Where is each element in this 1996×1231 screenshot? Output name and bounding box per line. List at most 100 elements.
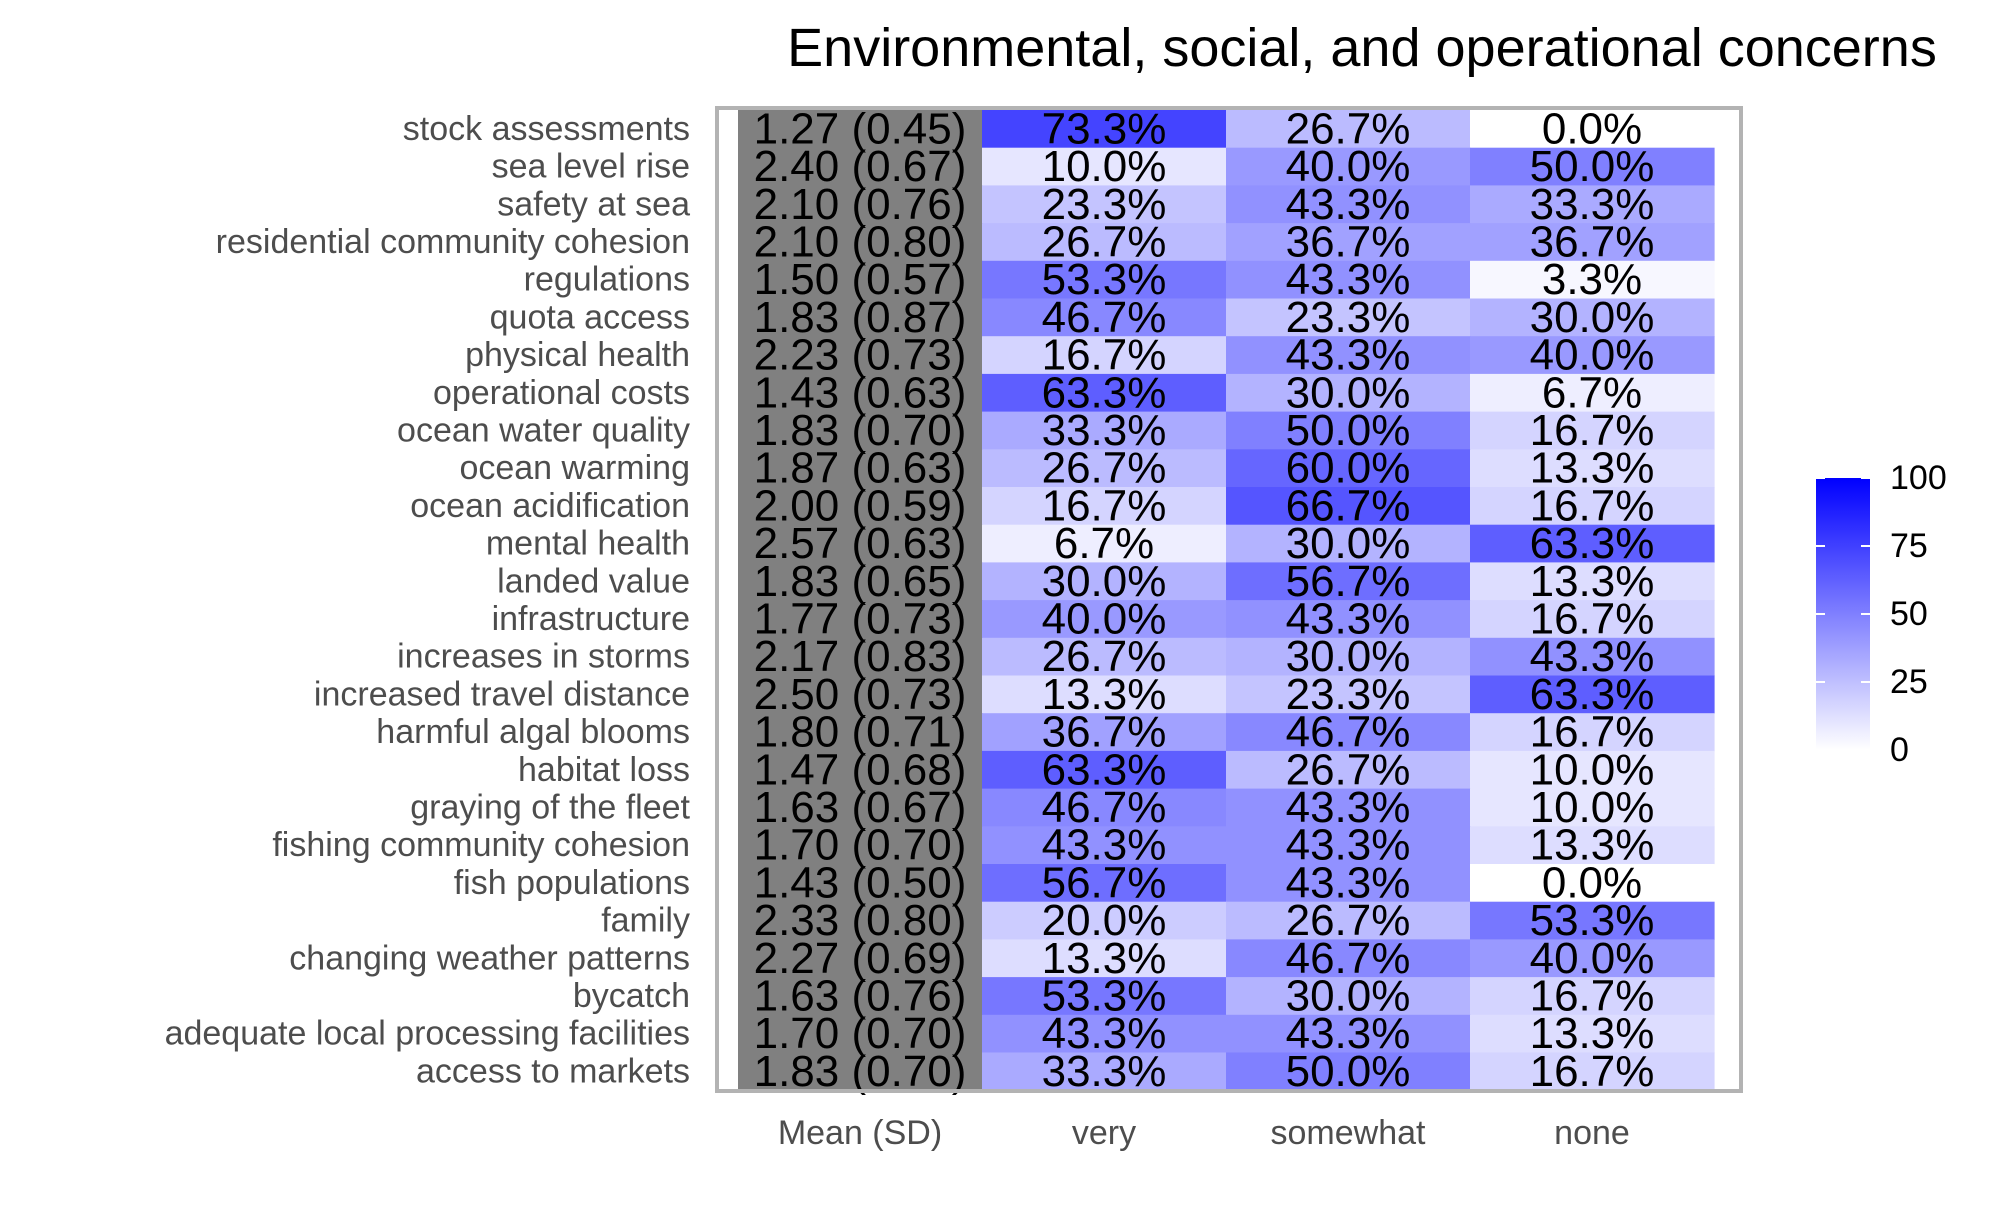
- cell-somewhat-ocean-acidification: [1226, 487, 1471, 526]
- cell-label-mean-fish-populations: 1.43 (0.50): [754, 858, 967, 907]
- cell-label-somewhat-ocean-warming: 60.0%: [1286, 444, 1411, 493]
- cell-very-physical-health: [982, 336, 1227, 375]
- cell-labels: 1.27 (0.45) 73.3% 26.7% 0.0% 2.40 (0.67) 10.0…: [754, 104, 1655, 1096]
- row-label-operational-costs: operational costs: [433, 374, 690, 412]
- row-label-regulations: regulations: [524, 261, 690, 299]
- cell-label-mean-increases-in-storms: 2.17 (0.83): [754, 632, 967, 681]
- cell-none-family: [1470, 901, 1715, 940]
- cell-label-somewhat-mental-health: 30.0%: [1286, 519, 1411, 568]
- cell-somewhat-infrastructure: [1226, 600, 1471, 639]
- cell-none-ocean-acidification: [1470, 487, 1715, 526]
- cell-very-harmful-algal-blooms: [982, 713, 1227, 752]
- chart-title: Environmental, social, and operational c…: [787, 18, 1937, 78]
- cell-somewhat-mental-health: [1226, 524, 1471, 563]
- cell-mean-increased-travel-distance: [738, 675, 983, 714]
- cell-label-none-changing-weather-patterns: 40.0%: [1530, 934, 1655, 983]
- row-label-ocean-warming: ocean warming: [459, 449, 690, 487]
- cell-very-landed-value: [982, 562, 1227, 601]
- cell-mean-fishing-community-cohesion: [738, 826, 983, 865]
- row-label-safety-at-sea: safety at sea: [497, 185, 690, 223]
- cell-mean-operational-costs: [738, 373, 983, 413]
- row-label-access-to-markets: access to markets: [416, 1052, 690, 1090]
- cell-none-graying-of-the-fleet: [1470, 788, 1715, 827]
- cell-none-quota-access: [1470, 298, 1715, 337]
- cell-mean-quota-access: [738, 298, 983, 337]
- cell-label-very-residential-community-cohesion: 26.7%: [1042, 217, 1167, 266]
- cell-label-mean-ocean-acidification: 2.00 (0.59): [754, 481, 967, 530]
- cell-somewhat-ocean-warming: [1226, 449, 1471, 488]
- cell-label-somewhat-physical-health: 43.3%: [1286, 331, 1411, 380]
- heatmap-cells: [738, 110, 1715, 1091]
- cell-somewhat-quota-access: [1226, 298, 1471, 337]
- cell-none-stock-assessments: [1470, 110, 1715, 149]
- cell-label-very-ocean-acidification: 16.7%: [1042, 481, 1167, 530]
- row-label-infrastructure: infrastructure: [492, 600, 690, 638]
- cell-very-access-to-markets: [982, 1052, 1227, 1091]
- legend-label-0: 0: [1890, 731, 1909, 769]
- cell-very-ocean-water-quality: [982, 411, 1227, 450]
- cell-label-somewhat-regulations: 43.3%: [1286, 255, 1411, 304]
- cell-label-somewhat-ocean-acidification: 66.7%: [1286, 481, 1411, 530]
- cell-none-mental-health: [1470, 524, 1715, 563]
- cell-somewhat-stock-assessments: [1226, 110, 1471, 149]
- cell-label-somewhat-residential-community-cohesion: 36.7%: [1286, 217, 1411, 266]
- cell-mean-changing-weather-patterns: [738, 939, 983, 978]
- cell-very-operational-costs: [982, 373, 1227, 413]
- cell-mean-landed-value: [738, 562, 983, 601]
- cell-label-none-physical-health: 40.0%: [1530, 331, 1655, 380]
- row-label-fish-populations: fish populations: [454, 864, 690, 902]
- cell-label-mean-operational-costs: 1.43 (0.63): [754, 368, 967, 417]
- cell-mean-graying-of-the-fleet: [738, 788, 983, 827]
- cell-mean-ocean-warming: [738, 449, 983, 488]
- cell-label-none-quota-access: 30.0%: [1530, 293, 1655, 342]
- cell-label-mean-bycatch: 1.63 (0.76): [754, 971, 967, 1020]
- cell-mean-harmful-algal-blooms: [738, 713, 983, 752]
- column-label-none: none: [1554, 1114, 1630, 1152]
- cell-mean-ocean-water-quality: [738, 411, 983, 450]
- panel-border: [715, 106, 1743, 1093]
- cell-label-very-changing-weather-patterns: 13.3%: [1042, 934, 1167, 983]
- cell-label-very-operational-costs: 63.3%: [1042, 368, 1167, 417]
- cell-label-none-sea-level-rise: 50.0%: [1530, 142, 1655, 191]
- cell-mean-mental-health: [738, 524, 983, 563]
- row-label-graying-of-the-fleet: graying of the fleet: [410, 788, 690, 826]
- cell-label-somewhat-stock-assessments: 26.7%: [1286, 104, 1411, 153]
- cell-mean-family: [738, 901, 983, 940]
- cell-none-sea-level-rise: [1470, 147, 1715, 186]
- cell-label-very-regulations: 53.3%: [1042, 255, 1167, 304]
- cell-somewhat-operational-costs: [1226, 373, 1471, 413]
- cell-label-very-physical-health: 16.7%: [1042, 331, 1167, 380]
- cell-label-somewhat-graying-of-the-fleet: 43.3%: [1286, 783, 1411, 832]
- row-label-family: family: [601, 902, 690, 940]
- cell-somewhat-family: [1226, 901, 1471, 940]
- cell-label-very-sea-level-rise: 10.0%: [1042, 142, 1167, 191]
- cell-label-mean-ocean-warming: 1.87 (0.63): [754, 444, 967, 493]
- cell-mean-bycatch: [738, 977, 983, 1016]
- cell-label-mean-habitat-loss: 1.47 (0.68): [754, 745, 967, 794]
- cell-none-harmful-algal-blooms: [1470, 713, 1715, 752]
- row-label-changing-weather-patterns: changing weather patterns: [289, 939, 690, 977]
- cell-somewhat-ocean-water-quality: [1226, 411, 1471, 450]
- cell-none-ocean-warming: [1470, 449, 1715, 488]
- cell-label-very-access-to-markets: 33.3%: [1042, 1047, 1167, 1096]
- cell-label-mean-ocean-water-quality: 1.83 (0.70): [754, 406, 967, 455]
- cell-very-bycatch: [982, 977, 1227, 1016]
- cell-somewhat-habitat-loss: [1226, 750, 1471, 790]
- cell-label-very-harmful-algal-blooms: 36.7%: [1042, 708, 1167, 757]
- cell-mean-adequate-local-processing-facilities: [738, 1014, 983, 1054]
- cell-very-ocean-warming: [982, 449, 1227, 488]
- cell-label-mean-sea-level-rise: 2.40 (0.67): [754, 142, 967, 191]
- cell-label-mean-landed-value: 1.83 (0.65): [754, 557, 967, 606]
- cell-none-bycatch: [1470, 977, 1715, 1016]
- cell-very-regulations: [982, 260, 1227, 300]
- legend-label-100: 100: [1890, 459, 1947, 497]
- cell-label-mean-physical-health: 2.23 (0.73): [754, 331, 967, 380]
- cell-label-somewhat-infrastructure: 43.3%: [1286, 594, 1411, 643]
- cell-label-mean-regulations: 1.50 (0.57): [754, 255, 967, 304]
- cell-label-mean-infrastructure: 1.77 (0.73): [754, 594, 967, 643]
- cell-label-mean-stock-assessments: 1.27 (0.45): [754, 104, 967, 153]
- cell-label-mean-graying-of-the-fleet: 1.63 (0.67): [754, 783, 967, 832]
- cell-very-mental-health: [982, 524, 1227, 563]
- cell-label-mean-residential-community-cohesion: 2.10 (0.80): [754, 217, 967, 266]
- row-label-bycatch: bycatch: [573, 977, 690, 1015]
